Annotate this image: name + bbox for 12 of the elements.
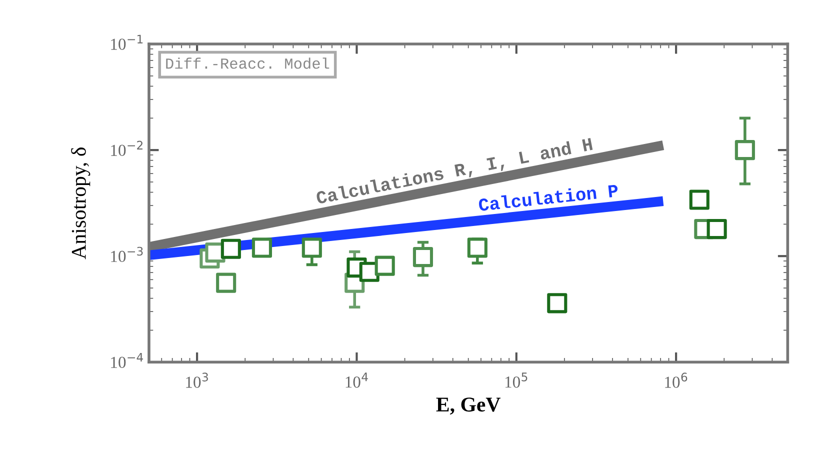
- y-axis-title: Anisotropy, δ: [71, 148, 90, 260]
- text: Calculation P: [478, 183, 618, 212]
- y-tick-label: 10$^{−1}$: [111, 34, 143, 50]
- x-tick-label: 10$^{3}$: [186, 372, 208, 388]
- y-tick-label: 10$^{−2}$: [111, 140, 142, 156]
- y-tick-label: 10$^{−4}$: [111, 352, 143, 368]
- x-tick-label: 10$^{5}$: [505, 372, 528, 388]
- x-axis-title: E, GeV: [436, 398, 500, 415]
- x-tick-label: 10$^{6}$: [665, 372, 688, 388]
- annotation: Diff.-Reacc. Model: [166, 58, 330, 69]
- y-tick-label: 10$^{−3}$: [111, 246, 143, 262]
- x-tick-label: 10$^{4}$: [346, 372, 368, 388]
